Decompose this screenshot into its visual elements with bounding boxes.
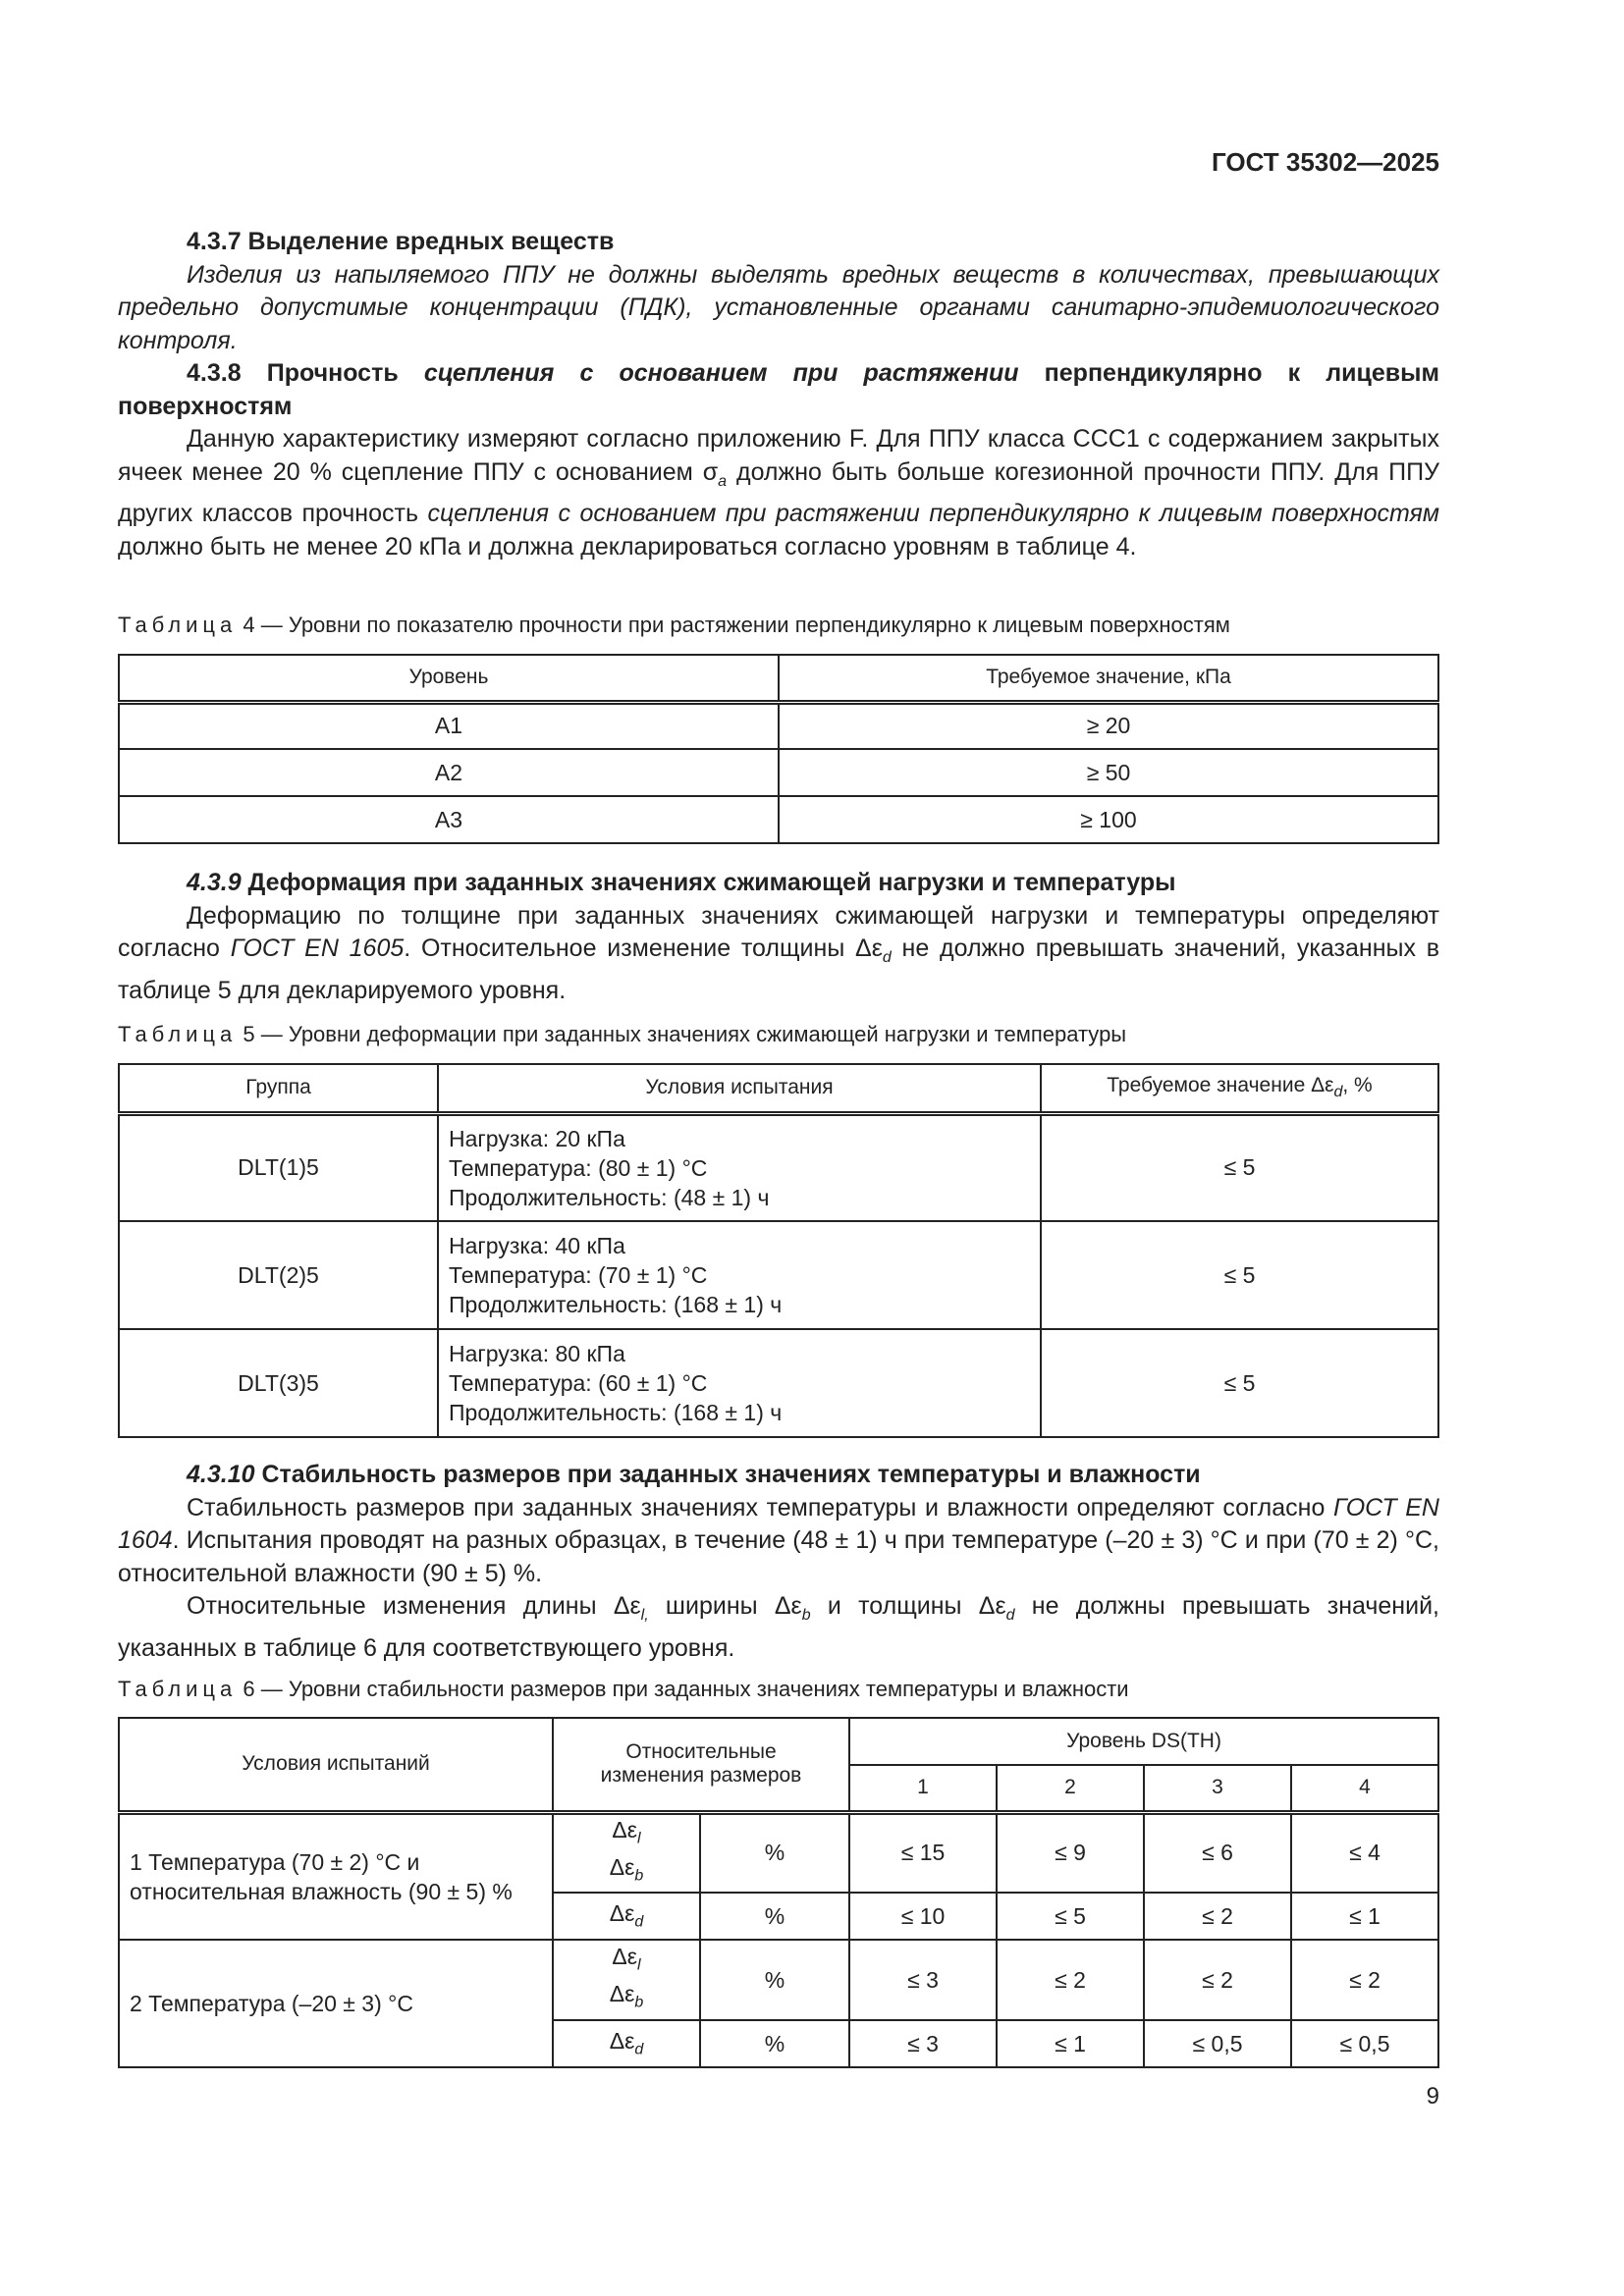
section-heading: 4.3.9 Деформация при заданных значениях … xyxy=(187,869,1176,896)
table5-caption: Таблица 5 — Уровни деформации при заданн… xyxy=(118,1022,1127,1046)
table-row: DLT(3)5 Нагрузка: 80 кПа Температура: (60 … xyxy=(118,1328,1439,1438)
section-text-4-3-8: Данную характеристику измеряют согласно … xyxy=(118,425,1440,561)
column-header: Требуемое значение, кПа xyxy=(778,654,1439,703)
document-id: ГОСТ 35302—2025 xyxy=(1212,147,1439,177)
column-header: Условия испытания xyxy=(437,1063,1042,1114)
page-number: 9 xyxy=(1426,2083,1439,2109)
table-row: Δεd% ≤ 10 ≤ 5 ≤ 2 ≤ 1 xyxy=(119,1892,1439,1941)
column-header: Группа xyxy=(118,1063,439,1114)
column-header: Уровень xyxy=(118,654,780,703)
section-4-3-7: 4.3.7 Выделение вредных веществ Изделия … xyxy=(118,226,1439,563)
table-row: A3 ≥ 100 xyxy=(118,795,1439,844)
section-4-3-10: 4.3.10 Стабильность размеров при заданны… xyxy=(118,1459,1439,1665)
table-5: Группа Условия испытания Требуемое значени… xyxy=(118,1063,1439,1438)
table4-caption: Таблица 4 — Уровни по показателю прочнос… xyxy=(118,613,1230,637)
section-text: Изделия из напыляемого ППУ не должны выд… xyxy=(118,260,1439,354)
section-text: Деформацию по толщине при заданных значе… xyxy=(118,901,1439,1004)
table-row: A1 ≥ 20 xyxy=(118,701,1439,750)
table-row: DLT(1)5 Нагрузка: 20 кПа Температура: (80 … xyxy=(118,1112,1439,1222)
table6-caption: Таблица 6 — Уровни стабильности размеров… xyxy=(118,1677,1129,1701)
table-6: Условия испытаний Относительные изменения… xyxy=(118,1717,1439,2068)
section-4-3-9: 4.3.9 Деформация при заданных значениях … xyxy=(118,867,1439,1007)
column-header: Условия испытаний xyxy=(118,1717,554,1815)
table-row: A2 ≥ 50 xyxy=(118,748,1439,797)
section-heading-4-3-8: 4.3.8 Прочность сцепления с основанием п… xyxy=(118,359,1439,420)
section-text: Относительные изменения длины Δεl, ширин… xyxy=(118,1592,1439,1662)
section-heading: 4.3.10 Стабильность размеров при заданны… xyxy=(187,1461,1201,1488)
section-heading: 4.3.7 Выделение вредных веществ xyxy=(187,228,615,255)
table-row: Δεd% ≤ 3 ≤ 1 ≤ 0,5 ≤ 0,5 xyxy=(119,2019,1439,2068)
column-header: Требуемое значение Δεd, % xyxy=(1040,1063,1439,1114)
column-header: Относительные изменения размеров xyxy=(551,1717,851,1815)
table-row: 1 Температура (70 ± 2) °C и относительна… xyxy=(118,1811,1439,1941)
column-header: Уровень DS(TH) xyxy=(848,1717,1439,1766)
table-row: DLT(2)5 Нагрузка: 40 кПа Температура: (70 … xyxy=(118,1220,1439,1330)
section-text: Стабильность размеров при заданных значе… xyxy=(118,1493,1439,1587)
table-row: 2 Температура (–20 ± 3) °C Δεl Δεb% ≤ 3 ≤ 2 ≤… xyxy=(118,1939,1439,2068)
table-4: Уровень Требуемое значение, кПа A1 ≥ 20 A2… xyxy=(118,654,1439,844)
